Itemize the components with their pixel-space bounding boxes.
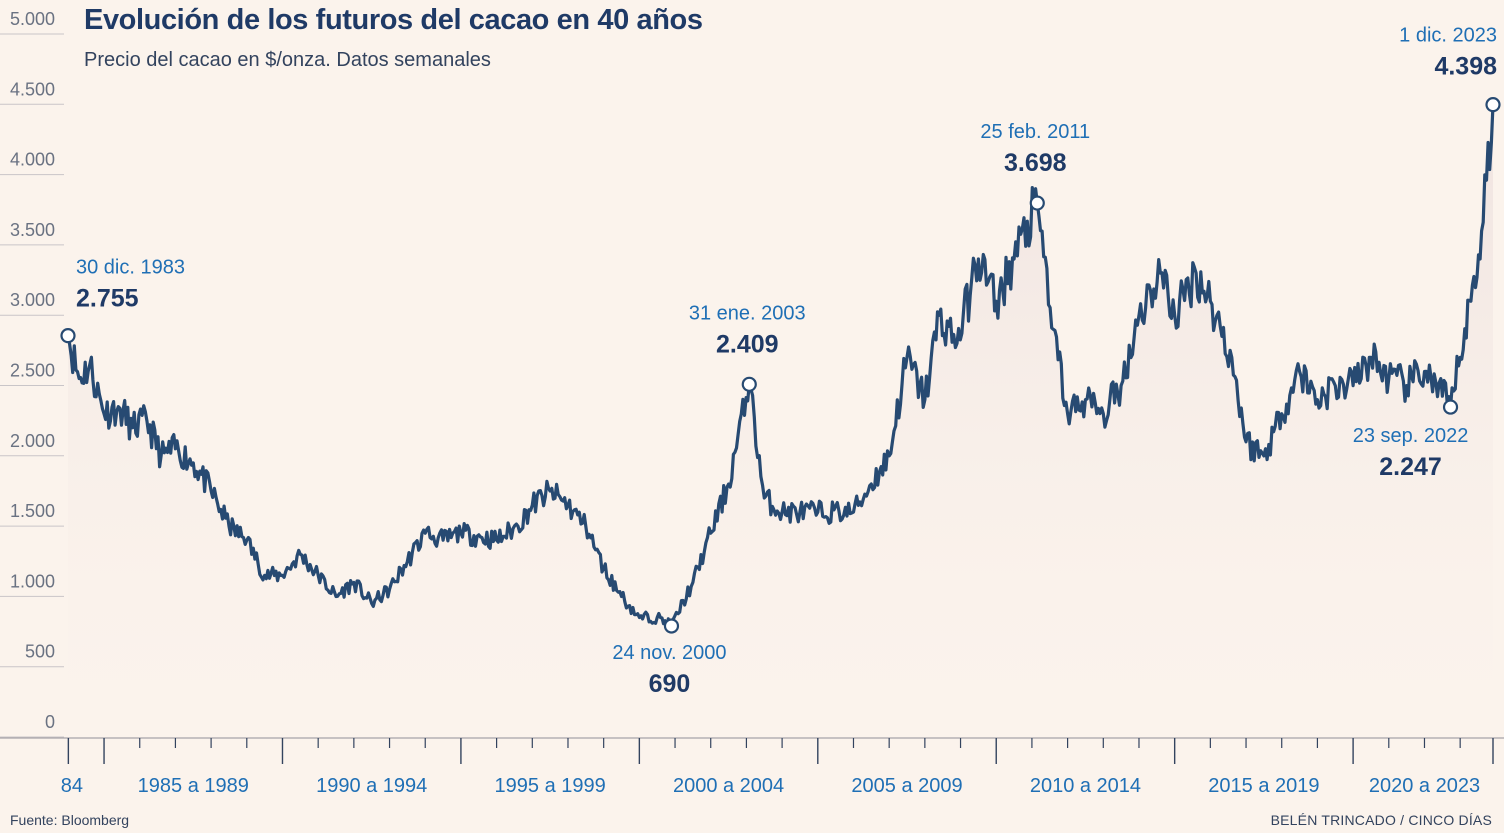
annotation-marker — [60, 328, 76, 344]
area-layer — [68, 104, 1493, 724]
chart-title: Evolución de los futuros del cacao en 40… — [84, 4, 703, 36]
price-line — [66, 104, 1495, 631]
annotation-layer: 30 dic. 1983 2.755 24 nov. 2000 690 31 ene. … — [60, 25, 1501, 698]
chart-subtitle: Precio del cacao en $/onza. Datos semana… — [84, 49, 491, 71]
y-tick-label: 1.500 — [10, 501, 55, 521]
annotation-value: 3.698 — [1004, 149, 1067, 177]
x-period-label: 1985 a 1989 — [138, 775, 249, 797]
y-tick-label: 5.000 — [10, 9, 55, 29]
source-note: Fuente: Bloomberg — [10, 812, 130, 828]
y-tick-label: 500 — [25, 642, 55, 662]
annotation-date: 25 feb. 2011 — [980, 121, 1090, 143]
grid-layer: 0 500 1.000 1.500 2.000 2.500 3.000 3.500 4.000 4… — [0, 9, 64, 738]
x-axis: 84 1985 a 1989 1990 a 1994 1995 a 1999 2000 … — [0, 737, 1504, 797]
y-tick-label: 2.000 — [10, 431, 55, 451]
annotation-marker — [663, 618, 680, 634]
y-tick-label: 2.500 — [10, 361, 55, 381]
credit-note: BELÉN TRINCADO / CINCO DÍAS — [1270, 812, 1492, 828]
price-area — [68, 104, 1493, 724]
x-period-label: 2020 a 2023 — [1369, 775, 1480, 797]
annotation-marker — [1029, 195, 1045, 211]
x-period-label: 2000 a 2004 — [673, 775, 784, 797]
annotation-value: 690 — [649, 670, 691, 698]
annotation-date: 1 dic. 2023 — [1399, 25, 1497, 47]
y-tick-label: 1.000 — [10, 571, 55, 591]
x-period-label: 1995 a 1999 — [495, 775, 606, 797]
x-period-label: 2015 a 2019 — [1208, 775, 1319, 797]
x-period-label: 1990 a 1994 — [316, 775, 427, 797]
x-period-label: 2005 a 2009 — [851, 775, 962, 797]
annotation-value: 4.398 — [1434, 53, 1497, 81]
annotation-marker — [1485, 97, 1501, 113]
annotation-date: 31 ene. 2003 — [689, 302, 806, 324]
annotation-date: 23 sep. 2022 — [1353, 425, 1469, 447]
y-tick-label: 0 — [45, 712, 55, 732]
y-tick-label: 4.000 — [10, 150, 55, 170]
annotation-value: 2.247 — [1379, 453, 1442, 481]
line-layer — [66, 104, 1495, 631]
x-period-label: 84 — [61, 775, 83, 797]
y-tick-label: 4.500 — [10, 79, 55, 99]
annotation-marker — [1442, 399, 1459, 415]
annotation-value: 2.409 — [716, 330, 779, 358]
y-tick-label: 3.500 — [10, 220, 55, 240]
annotation-value: 2.755 — [76, 285, 139, 313]
annotation-date: 30 dic. 1983 — [76, 257, 185, 279]
annotation-date: 24 nov. 2000 — [612, 642, 726, 664]
x-period-label: 2010 a 2014 — [1030, 775, 1141, 797]
annotation-marker — [741, 376, 757, 392]
y-tick-label: 3.000 — [10, 290, 55, 310]
